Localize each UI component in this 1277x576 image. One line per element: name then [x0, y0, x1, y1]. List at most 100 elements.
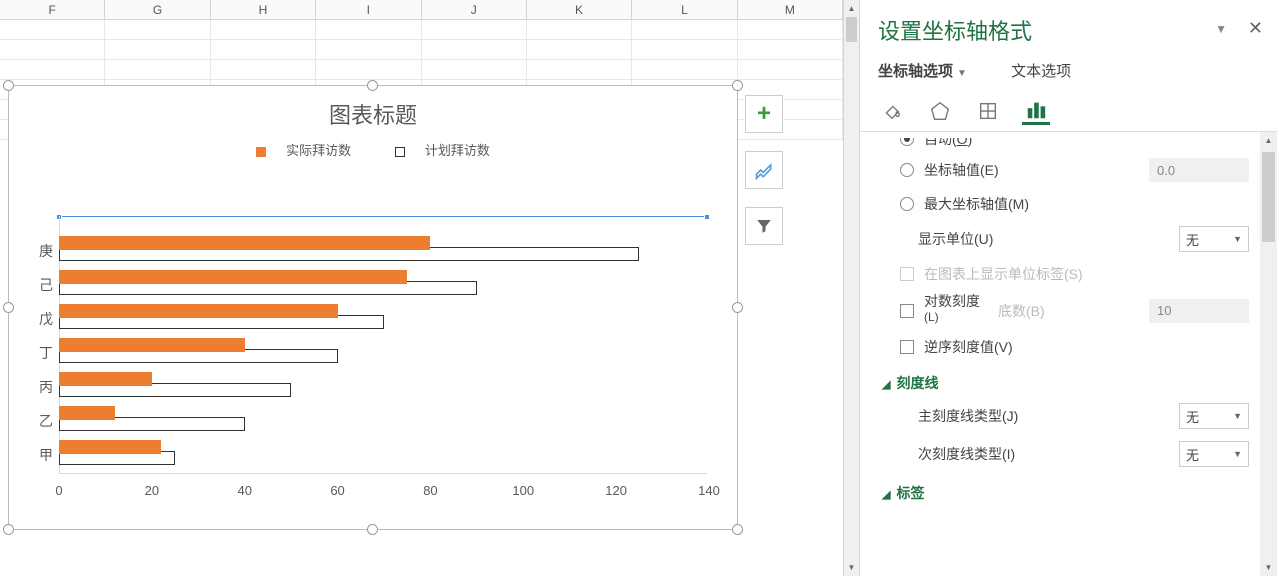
category-label: 己	[31, 275, 53, 295]
panel-scroll-thumb[interactable]	[1262, 152, 1275, 242]
panel-dropdown-icon[interactable]: ▼	[1215, 22, 1227, 36]
resize-handle[interactable]	[367, 524, 378, 535]
pentagon-icon	[929, 100, 951, 122]
x-tick-label: 60	[330, 483, 344, 498]
bar-chart-icon	[1025, 99, 1047, 121]
checkbox-show-unit-label	[900, 267, 914, 281]
panel-scrollbar[interactable]: ▲ ▼	[1260, 132, 1277, 576]
category-label: 乙	[31, 411, 53, 431]
bar-actual[interactable]	[59, 372, 152, 386]
label-base: 底数(B)	[998, 301, 1045, 321]
radio-max-value[interactable]	[900, 197, 914, 211]
bar-actual[interactable]	[59, 304, 338, 318]
panel-scroll-up[interactable]: ▲	[1260, 132, 1277, 149]
label-axis-value: 坐标轴值(E)	[924, 160, 1149, 180]
chart-filters-button[interactable]	[745, 207, 783, 245]
input-axis-value[interactable]	[1149, 158, 1249, 182]
panel-close-button[interactable]: ✕	[1248, 18, 1263, 39]
format-axis-panel: 设置坐标轴格式 ▼ ✕ 坐标轴选项▼ 文本选项 自动(O) 坐标轴值(E)	[860, 0, 1277, 576]
chart-object[interactable]: 图表标题 实际拜访数 计划拜访数 庚己戊丁丙乙甲0204060801001201…	[8, 85, 738, 530]
size-icon	[977, 100, 999, 122]
label-auto: 自动(O)	[924, 138, 1249, 149]
axis-options-tab[interactable]	[1022, 97, 1050, 125]
resize-handle[interactable]	[3, 524, 14, 535]
x-tick-label: 0	[55, 483, 62, 498]
fill-line-tab[interactable]	[878, 97, 906, 125]
label-display-unit: 显示单位(U)	[882, 229, 1179, 249]
label-major-tick: 主刻度线类型(J)	[882, 406, 1179, 426]
size-properties-tab[interactable]	[974, 97, 1002, 125]
effects-tab[interactable]	[926, 97, 954, 125]
chart-title[interactable]: 图表标题	[9, 86, 737, 130]
col-header[interactable]: G	[105, 0, 210, 19]
section-labels[interactable]: ◢标签	[882, 473, 1249, 507]
legend-swatch-actual	[256, 147, 266, 157]
scroll-thumb[interactable]	[846, 17, 857, 42]
col-header[interactable]: J	[422, 0, 527, 19]
select-major-tick-value: 无	[1186, 407, 1199, 426]
resize-handle[interactable]	[3, 302, 14, 313]
col-header[interactable]: M	[738, 0, 843, 19]
radio-auto[interactable]	[900, 138, 914, 146]
axis-sel-handle[interactable]	[704, 214, 710, 220]
col-header[interactable]: L	[632, 0, 737, 19]
col-header[interactable]: I	[316, 0, 421, 19]
funnel-icon	[755, 217, 773, 235]
plot-area[interactable]: 庚己戊丁丙乙甲020406080100120140	[59, 216, 707, 474]
bar-actual[interactable]	[59, 236, 430, 250]
scroll-up-button[interactable]: ▲	[844, 0, 859, 17]
bar-actual[interactable]	[59, 406, 115, 420]
panel-scroll-down[interactable]: ▼	[1260, 559, 1277, 576]
paint-bucket-icon	[881, 100, 903, 122]
select-display-unit-value: 无	[1186, 230, 1199, 249]
panel-header: 设置坐标轴格式 ▼ ✕	[860, 0, 1277, 54]
chart-floating-buttons: +	[745, 95, 785, 263]
tab-axis-options[interactable]: 坐标轴选项▼	[878, 63, 987, 80]
chart-legend[interactable]: 实际拜访数 计划拜访数	[9, 130, 737, 159]
radio-axis-value[interactable]	[900, 163, 914, 177]
input-base[interactable]	[1149, 299, 1249, 323]
chart-elements-button[interactable]: +	[745, 95, 783, 133]
resize-handle[interactable]	[732, 524, 743, 535]
col-header[interactable]: H	[211, 0, 316, 19]
col-header[interactable]: K	[527, 0, 632, 19]
col-header[interactable]: F	[0, 0, 105, 19]
legend-swatch-plan	[395, 147, 405, 157]
bar-actual[interactable]	[59, 338, 245, 352]
brush-icon	[754, 160, 774, 180]
x-axis-line	[59, 473, 707, 474]
category-label: 庚	[31, 241, 53, 261]
category-label: 丁	[31, 343, 53, 363]
x-tick-label: 20	[145, 483, 159, 498]
panel-title: 设置坐标轴格式	[878, 14, 1259, 46]
x-tick-label: 40	[237, 483, 251, 498]
axis-selection-indicator[interactable]	[59, 216, 707, 217]
panel-icon-tabs	[860, 89, 1277, 132]
category-label: 戊	[31, 309, 53, 329]
checkbox-log-scale[interactable]	[900, 304, 914, 318]
panel-body: 自动(O) 坐标轴值(E) 最大坐标轴值(M) 显示单位(U) 无▼ 在图表上显…	[860, 132, 1277, 576]
select-minor-tick-value: 无	[1186, 445, 1199, 464]
checkbox-reverse[interactable]	[900, 340, 914, 354]
label-minor-tick: 次刻度线类型(I)	[882, 444, 1179, 464]
bar-actual[interactable]	[59, 440, 161, 454]
scroll-down-button[interactable]: ▼	[844, 559, 859, 576]
category-label: 甲	[31, 445, 53, 465]
panel-option-tabs: 坐标轴选项▼ 文本选项	[860, 54, 1277, 89]
select-minor-tick[interactable]: 无▼	[1179, 441, 1249, 467]
resize-handle[interactable]	[732, 80, 743, 91]
select-display-unit[interactable]: 无▼	[1179, 226, 1249, 252]
select-major-tick[interactable]: 无▼	[1179, 403, 1249, 429]
section-ticks[interactable]: ◢刻度线	[882, 363, 1249, 397]
resize-handle[interactable]	[3, 80, 14, 91]
chart-styles-button[interactable]	[745, 151, 783, 189]
panel-options: 自动(O) 坐标轴值(E) 最大坐标轴值(M) 显示单位(U) 无▼ 在图表上显…	[860, 138, 1277, 507]
label-max-value: 最大坐标轴值(M)	[924, 194, 1249, 214]
resize-handle[interactable]	[367, 80, 378, 91]
tab-text-options[interactable]: 文本选项	[1011, 63, 1071, 80]
sheet-vertical-scrollbar[interactable]: ▲ ▼	[843, 0, 860, 576]
legend-label-actual: 实际拜访数	[286, 143, 351, 158]
resize-handle[interactable]	[732, 302, 743, 313]
label-reverse: 逆序刻度值(V)	[924, 337, 1249, 357]
bar-actual[interactable]	[59, 270, 407, 284]
